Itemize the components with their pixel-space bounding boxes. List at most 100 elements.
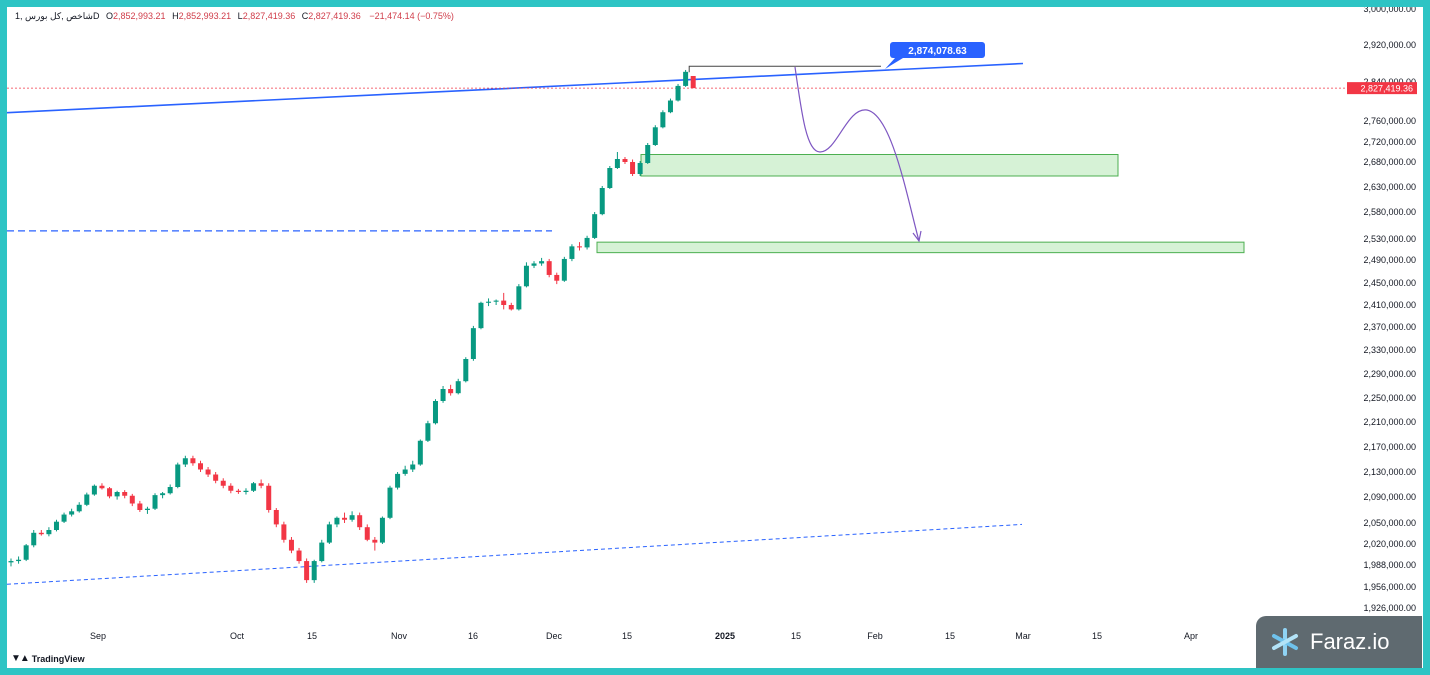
x-tick-label: Nov — [391, 631, 408, 641]
y-tick-label: 2,920,000.00 — [1363, 40, 1416, 50]
candle-body — [281, 524, 287, 540]
candle-body — [288, 539, 294, 551]
candle-body — [645, 145, 651, 163]
candle-body — [76, 504, 82, 512]
candle-body — [417, 440, 423, 465]
candle-body — [273, 510, 279, 525]
symbol-name[interactable]: شاخص ,کل بورس ,1D — [15, 11, 100, 21]
candle-body — [334, 517, 340, 525]
y-tick-label: 2,250,000.00 — [1363, 393, 1416, 403]
target-box-line — [688, 65, 881, 73]
candle-body — [508, 305, 514, 310]
candle-body — [137, 503, 143, 510]
candle-body — [379, 517, 385, 543]
candle-body — [652, 127, 658, 145]
candle-body — [523, 265, 529, 287]
price-chart[interactable]: 2,874,078.63 3,000,000.00 2,920,000.00 2,84… — [7, 7, 1423, 668]
low-value: 2,827,419.36 — [242, 11, 296, 21]
candle-body — [592, 214, 598, 238]
candle-body — [190, 458, 196, 464]
x-tick-label: 15 — [945, 631, 955, 641]
candle-body — [304, 561, 310, 581]
x-tick-label: 15 — [622, 631, 632, 641]
y-tick-label: 2,020,000.00 — [1363, 539, 1416, 549]
candle-body — [675, 85, 681, 101]
candle-body — [243, 490, 249, 492]
y-tick-label: 2,530,000.00 — [1363, 234, 1416, 244]
candle-body — [31, 532, 37, 546]
x-tick-label: 15 — [1092, 631, 1102, 641]
candle-body — [486, 301, 492, 303]
y-tick-label: 2,290,000.00 — [1363, 369, 1416, 379]
x-tick-label: Oct — [230, 631, 245, 641]
candle-body — [372, 539, 378, 543]
y-tick-label: 1,926,000.00 — [1363, 603, 1416, 613]
candle-body — [387, 487, 393, 518]
candle-body — [614, 159, 620, 168]
candle-body — [349, 515, 355, 520]
candle-body — [561, 258, 567, 281]
y-tick-label: 2,450,000.00 — [1363, 278, 1416, 288]
x-tick-label: 16 — [468, 631, 478, 641]
x-tick-label: 15 — [307, 631, 317, 641]
candle-body — [539, 261, 545, 264]
candle-body — [599, 188, 605, 215]
candle-body — [99, 485, 105, 489]
candle-body — [622, 159, 628, 162]
candle-body — [198, 463, 203, 470]
support-trendline — [7, 523, 1023, 585]
candle-body — [683, 71, 689, 86]
candle-body — [251, 483, 257, 491]
candle-body — [531, 263, 537, 266]
candle-body — [630, 162, 636, 174]
candle-body — [478, 302, 484, 329]
tradingview-logo[interactable]: ▼▲ TradingView — [11, 653, 85, 664]
candle-body — [364, 527, 370, 540]
x-tick-label: Dec — [546, 631, 563, 641]
candle-body — [448, 389, 454, 394]
candle-body — [213, 474, 219, 481]
y-tick-label: 2,580,000.00 — [1363, 207, 1416, 217]
x-tick-label: 2025 — [715, 631, 735, 641]
candle-body — [584, 237, 590, 248]
candle-body — [690, 75, 696, 89]
candle-body — [667, 100, 673, 113]
candle-body — [607, 168, 613, 188]
candle-body — [122, 492, 128, 496]
candle-body — [129, 495, 135, 504]
y-tick-label: 2,760,000.00 — [1363, 116, 1416, 126]
y-tick-label: 3,000,000.00 — [1363, 7, 1416, 14]
y-tick-label: 2,840,000.00 — [1363, 77, 1416, 87]
y-tick-label: 2,490,000.00 — [1363, 255, 1416, 265]
high-value: 2,852,993.21 — [178, 11, 232, 21]
candle-body — [220, 480, 226, 486]
x-tick-label: Apr — [1184, 631, 1198, 641]
target-callout-label: 2,874,078.63 — [908, 46, 967, 57]
y-tick-label: 2,210,000.00 — [1363, 417, 1416, 427]
candle-body — [319, 542, 325, 562]
candle-body — [455, 381, 461, 394]
y-tick-label: 1,956,000.00 — [1363, 582, 1416, 592]
open-label: O — [106, 11, 114, 21]
y-tick-label: 2,050,000.00 — [1363, 518, 1416, 528]
candle-body — [440, 389, 446, 401]
candle-body — [660, 112, 666, 128]
candle-body — [160, 493, 166, 496]
candle-body — [554, 274, 560, 281]
candle-body — [167, 487, 173, 494]
open-value: 2,852,993.21 — [113, 11, 166, 21]
watermark-text: Faraz.io — [1310, 629, 1390, 654]
candle-body — [546, 261, 552, 275]
low-label: L — [237, 11, 243, 21]
candle-body — [470, 328, 476, 359]
candle-body — [258, 483, 264, 486]
x-tick-label: Sep — [90, 631, 106, 641]
x-tick-label: Feb — [867, 631, 883, 641]
candle-body — [577, 246, 582, 248]
target-callout-bg — [890, 42, 985, 58]
candle-body — [395, 473, 401, 488]
faraz-watermark: Faraz.io — [1256, 616, 1422, 668]
close-value: 2,827,419.36 — [308, 11, 361, 21]
close-label: C — [301, 11, 309, 21]
candle-body — [46, 530, 52, 535]
